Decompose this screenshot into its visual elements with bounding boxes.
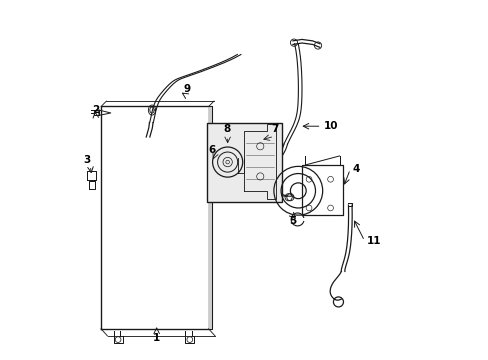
Text: 5: 5 (289, 216, 296, 226)
Text: 1: 1 (153, 333, 160, 343)
Text: 9: 9 (183, 84, 190, 94)
Text: 11: 11 (366, 236, 380, 246)
Text: 10: 10 (323, 121, 337, 131)
Text: 7: 7 (271, 123, 278, 134)
Text: 8: 8 (223, 123, 230, 134)
Text: 6: 6 (208, 145, 215, 155)
Polygon shape (208, 107, 212, 329)
Text: 3: 3 (83, 155, 90, 165)
Bar (206, 123, 282, 202)
Text: 4: 4 (351, 164, 359, 174)
Text: 2: 2 (92, 105, 99, 115)
